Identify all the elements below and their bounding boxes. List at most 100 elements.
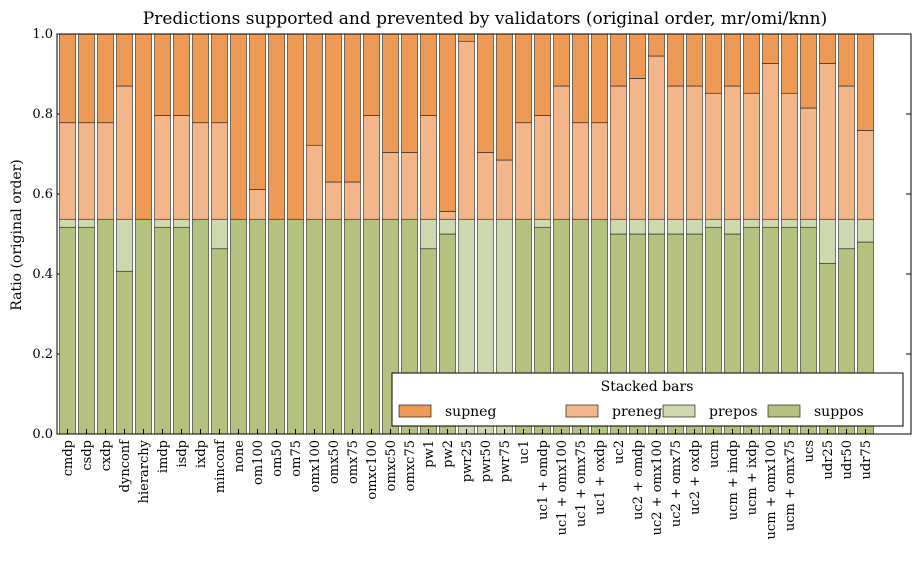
bar-suppos [230, 218, 247, 435]
bar-supneg [629, 33, 646, 79]
bar-prepos [743, 218, 760, 228]
bar-preneg [249, 189, 266, 220]
bar-suppos [59, 226, 76, 435]
bar-supneg [401, 33, 418, 153]
bar-preneg [762, 63, 779, 220]
bar-prepos [667, 218, 684, 235]
bar-supneg [363, 33, 380, 116]
bar-prepos [420, 218, 437, 250]
bar-suppos [116, 270, 133, 435]
bar-suppos [325, 218, 342, 435]
bar-supneg [458, 33, 475, 42]
bar-preneg [610, 85, 627, 220]
bar-preneg [724, 85, 741, 220]
bar-prepos [154, 218, 171, 228]
bar-prepos [116, 218, 133, 272]
x-axis-tick-labels: cmdp csdp cxdp dynconf hierarchy imdp isdp ixdp… [61, 429, 874, 539]
x-tick-label: dynconf [118, 439, 133, 493]
x-tick-label: ucm [707, 440, 722, 468]
bar-prepos [648, 218, 665, 235]
bar-supneg [249, 33, 266, 190]
y-tick-label: 0.8 [32, 107, 53, 122]
bar-supneg [762, 33, 779, 64]
x-tick-label: uc2 + omx100 [650, 440, 665, 535]
plot-area-frame [56, 33, 912, 435]
bar-preneg [743, 92, 760, 220]
x-tick-label: csdp [80, 440, 95, 471]
x-tick-label: pwr50 [479, 440, 494, 482]
bar-preneg [306, 144, 323, 220]
bar-suppos [78, 226, 95, 435]
legend-label-prepos: prepos [709, 404, 758, 420]
y-tick-label: 0.4 [32, 267, 53, 282]
bar-supneg [648, 33, 665, 57]
bar-suppos [268, 218, 285, 435]
bar-prepos [857, 218, 874, 243]
x-tick-label: isdp [175, 440, 190, 467]
bar-preneg [97, 122, 114, 220]
bar-supneg [515, 33, 532, 124]
bar-prepos [724, 218, 741, 235]
bar-supneg [211, 33, 228, 124]
bar-preneg [439, 211, 456, 220]
x-tick-label: omx100 [308, 440, 323, 492]
x-tick-label: cmdp [61, 440, 76, 476]
x-tick-label: uc2 [612, 440, 627, 464]
bar-supneg [439, 33, 456, 212]
bar-preneg [382, 152, 399, 220]
x-tick-label: ucm + ixdp [745, 440, 760, 515]
bar-prepos [819, 218, 836, 264]
bar-preneg [116, 85, 133, 220]
bar-preneg [629, 78, 646, 220]
bar-supneg [135, 33, 152, 220]
bar-supneg [610, 33, 627, 87]
bar-preneg [534, 115, 551, 220]
bar-preneg [344, 181, 361, 220]
y-axis-ticks: 0.0 0.2 0.4 0.6 0.8 1.0 [32, 27, 911, 442]
bar-preneg [515, 122, 532, 220]
bar-supneg [572, 33, 589, 124]
bar-suppos [306, 218, 323, 435]
bar-suppos [211, 248, 228, 435]
bar-supneg [591, 33, 608, 124]
x-tick-label: ixdp [194, 440, 209, 468]
bar-preneg [496, 159, 513, 220]
bar-prepos [705, 218, 722, 228]
bar-supneg [800, 33, 817, 109]
bar-supneg [116, 33, 133, 87]
bar-preneg [211, 122, 228, 220]
bar-prepos [534, 218, 551, 228]
bar-preneg [78, 122, 95, 220]
x-tick-label: omx75 [346, 440, 361, 484]
x-tick-label: pw1 [422, 440, 437, 468]
bar-preneg [800, 107, 817, 220]
x-tick-label: pwr25 [460, 440, 475, 482]
bar-prepos [781, 218, 798, 228]
bar-prepos [762, 218, 779, 228]
x-tick-label: ucs [802, 440, 817, 462]
bar-prepos [59, 218, 76, 228]
bar-suppos [192, 218, 209, 435]
bar-preneg [401, 152, 418, 220]
bar-preneg [154, 115, 171, 220]
bar-supneg [838, 33, 855, 87]
bar-prepos [838, 218, 855, 250]
x-tick-label: udr25 [821, 440, 836, 479]
x-tick-label: minconf [213, 439, 228, 493]
bar-supneg [325, 33, 342, 183]
bar-prepos [629, 218, 646, 235]
bar-supneg [667, 33, 684, 87]
bar-preneg [458, 40, 475, 220]
bar-supneg [306, 33, 323, 146]
bar-supneg [173, 33, 190, 116]
bar-supneg [268, 33, 285, 220]
bar-preneg [591, 122, 608, 220]
x-tick-label: pw2 [441, 440, 456, 468]
x-tick-label: om100 [251, 440, 266, 485]
bar-preneg [59, 122, 76, 220]
bar-preneg [477, 152, 494, 220]
legend-label-supneg: supneg [445, 404, 496, 420]
bars [59, 33, 874, 435]
bar-prepos [610, 218, 627, 235]
bar-prepos [78, 218, 95, 228]
